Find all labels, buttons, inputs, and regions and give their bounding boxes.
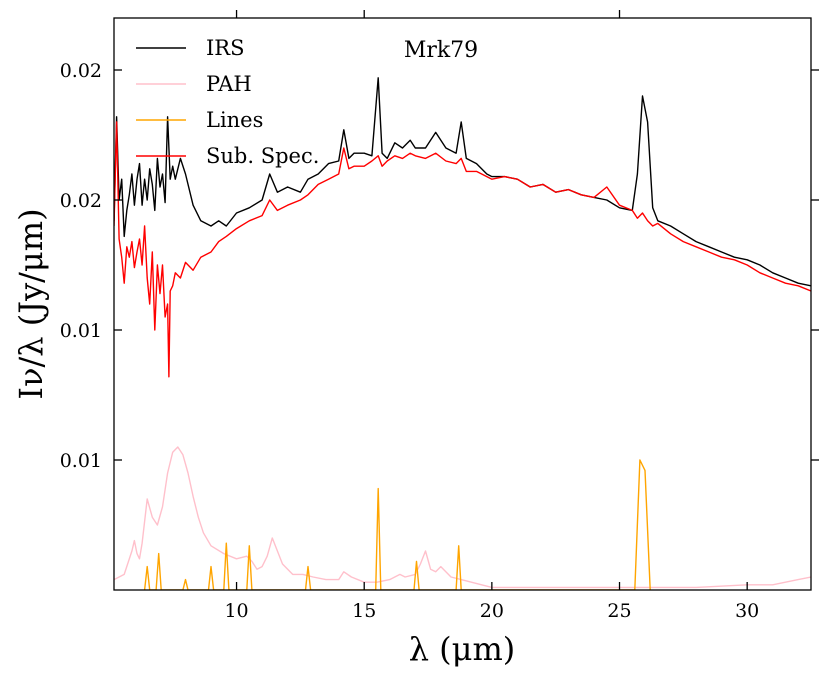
chart-title: Mrk79 <box>404 38 478 63</box>
series-line-irs <box>114 77 811 287</box>
legend-label: Sub. Spec. <box>206 144 319 168</box>
x-tick-label: 30 <box>735 600 759 622</box>
x-tick-label: 15 <box>352 600 376 622</box>
x-tick-label: 25 <box>607 600 631 622</box>
y-axis-label: Iν/λ (Jy/μm) <box>12 208 50 399</box>
legend: IRS PAH Lines Sub. Spec. <box>136 36 319 168</box>
legend-label: Lines <box>206 108 263 132</box>
x-tick-label: 20 <box>480 600 504 622</box>
series-line-sub-spec <box>114 121 811 378</box>
x-axis-label: λ (μm) <box>409 630 516 668</box>
series-line-pah <box>114 446 811 589</box>
plot-frame <box>113 17 812 591</box>
y-tick-label: 0.02 <box>60 60 102 82</box>
plot-lines <box>114 77 811 590</box>
y-tick-label: 0.02 <box>60 190 102 212</box>
x-tick-label: 10 <box>224 600 248 622</box>
legend-label: IRS <box>206 36 245 60</box>
y-tick-label: 0.01 <box>60 320 102 342</box>
legend-label: PAH <box>206 72 252 96</box>
axis-ticks: 10 15 20 25 30 0.01 0.01 0.02 0.02 <box>60 10 819 622</box>
y-tick-label: 0.01 <box>60 450 102 472</box>
series-line-lines <box>143 459 651 590</box>
